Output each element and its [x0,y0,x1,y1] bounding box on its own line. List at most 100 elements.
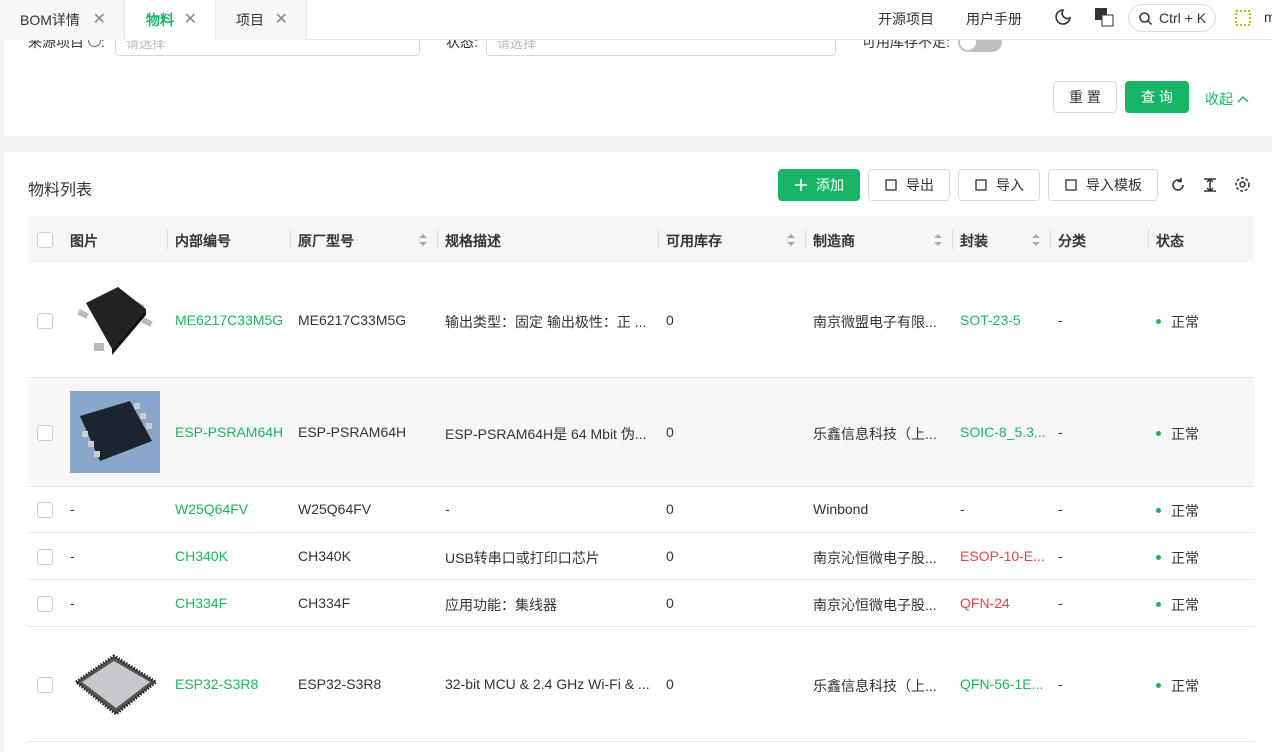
part-number[interactable]: CH340K [175,547,228,564]
status-dot [1156,554,1161,560]
status: 正常 [1171,503,1199,519]
column-header: 封装 [960,233,988,249]
status: 正常 [1171,549,1199,566]
checkbox[interactable] [37,424,53,441]
column-header: 图片 [70,233,98,249]
action-button[interactable]: 添加 [778,169,860,201]
status-dot [1156,318,1161,324]
query-button[interactable]: 查 询 [1125,81,1189,113]
user[interactable]: m [1264,9,1272,25]
collapse-link[interactable]: 收起 [1205,89,1249,109]
button-icon [795,179,807,191]
search-icon [1139,12,1152,25]
app-icon[interactable] [1235,10,1251,26]
category: - [1058,423,1063,440]
theme-icon[interactable] [1054,8,1072,26]
table-row[interactable] [28,627,1254,742]
checkbox[interactable] [37,502,53,518]
search-hint: Ctrl + K [1159,10,1207,26]
button-label: 导入 [996,177,1024,193]
stock: 0 [666,547,674,564]
tab[interactable]: 项目 ✕ [216,0,307,40]
column-divider [805,229,806,249]
sort-icon[interactable] [1032,233,1040,250]
table-row[interactable] [28,487,1254,533]
category: - [1058,594,1063,611]
checkbox[interactable] [37,676,53,693]
checkbox[interactable] [37,232,53,248]
button-label: 导出 [906,177,934,193]
model: ESP-PSRAM64H [298,423,407,440]
table-row[interactable] [28,580,1254,627]
tab[interactable]: 物料 ✕ [126,0,216,40]
spec: - [445,501,450,517]
search-box[interactable]: Ctrl + K [1128,4,1216,32]
reset-button[interactable]: 重 置 [1053,81,1117,113]
sort-arrows [787,234,795,246]
image-placeholder: - [70,547,75,564]
settings-icon[interactable] [1234,176,1251,193]
tab-close[interactable]: ✕ [183,11,197,28]
category: - [1058,675,1063,692]
package: - [960,501,965,517]
column-divider [658,229,659,249]
category: - [1058,311,1063,328]
column-divider [1050,229,1051,249]
sort-icon[interactable] [787,233,795,250]
package: QFN-56-1E... [960,675,1044,692]
status: 正常 [1171,313,1199,330]
checkbox[interactable] [37,595,53,612]
column-header: 状态 [1156,233,1184,249]
stock: 0 [666,501,674,517]
tab-label: 物料 [146,12,174,28]
category: - [1058,547,1063,564]
column-header: 制造商 [813,233,855,249]
lang-icon[interactable] [1094,7,1114,27]
status: 正常 [1171,677,1199,694]
category: - [1058,501,1063,517]
part-number[interactable]: W25Q64FV [175,501,249,517]
part-number[interactable]: ME6217C33M5G [175,311,284,328]
column-header: 分类 [1058,233,1086,249]
part-number[interactable]: CH334F [175,594,228,611]
image-placeholder: - [70,594,75,611]
manufacturer: Winbond [813,501,869,517]
action-button[interactable]: 导入 [958,169,1040,201]
tab-close[interactable]: ✕ [92,11,106,28]
status-dot [1156,508,1161,513]
refresh-icon[interactable] [1170,177,1186,193]
tab[interactable]: BOM详情 ✕ [0,0,125,40]
table-row[interactable] [28,263,1254,378]
column-header: 可用库存 [666,233,722,249]
model: ESP32-S3R8 [298,675,382,692]
action-button[interactable]: 导入模板 [1048,169,1158,201]
tab-close[interactable]: ✕ [274,11,288,28]
column-header: 内部编号 [175,233,231,249]
sort-icon[interactable] [419,233,427,250]
column-divider [437,229,438,249]
package: QFN-24 [960,594,1010,611]
table-row[interactable] [28,533,1254,580]
tab-label: 项目 [236,12,264,28]
button-icon [1065,179,1077,191]
checkbox[interactable] [37,548,53,565]
link[interactable]: 用户手册 [966,11,1022,27]
manufacturer: 南京微盟电子有限... [813,313,937,330]
part-image [77,287,153,355]
tab-bar: BOM详情 ✕ 物料 ✕ 项目 ✕ 开源项目 用户手册 Ctrl + K m [0,0,1272,40]
spec: USB转串口或打印口芯片 [445,549,600,566]
model: ME6217C33M5G [298,311,407,328]
density-icon[interactable] [1202,177,1218,193]
sort-icon[interactable] [934,233,942,250]
part-number[interactable]: ESP32-S3R8 [175,675,259,692]
model: CH340K [298,547,351,564]
sort-arrows [1032,234,1040,246]
chevron [1237,95,1249,103]
checkbox[interactable] [37,312,53,329]
table-row[interactable] [28,378,1254,487]
stock: 0 [666,423,674,440]
action-button[interactable]: 导出 [868,169,950,201]
spec: ESP-PSRAM64H是 64 Mbit 伪... [445,425,647,442]
part-number[interactable]: ESP-PSRAM64H [175,423,284,440]
link[interactable]: 开源项目 [878,11,934,27]
